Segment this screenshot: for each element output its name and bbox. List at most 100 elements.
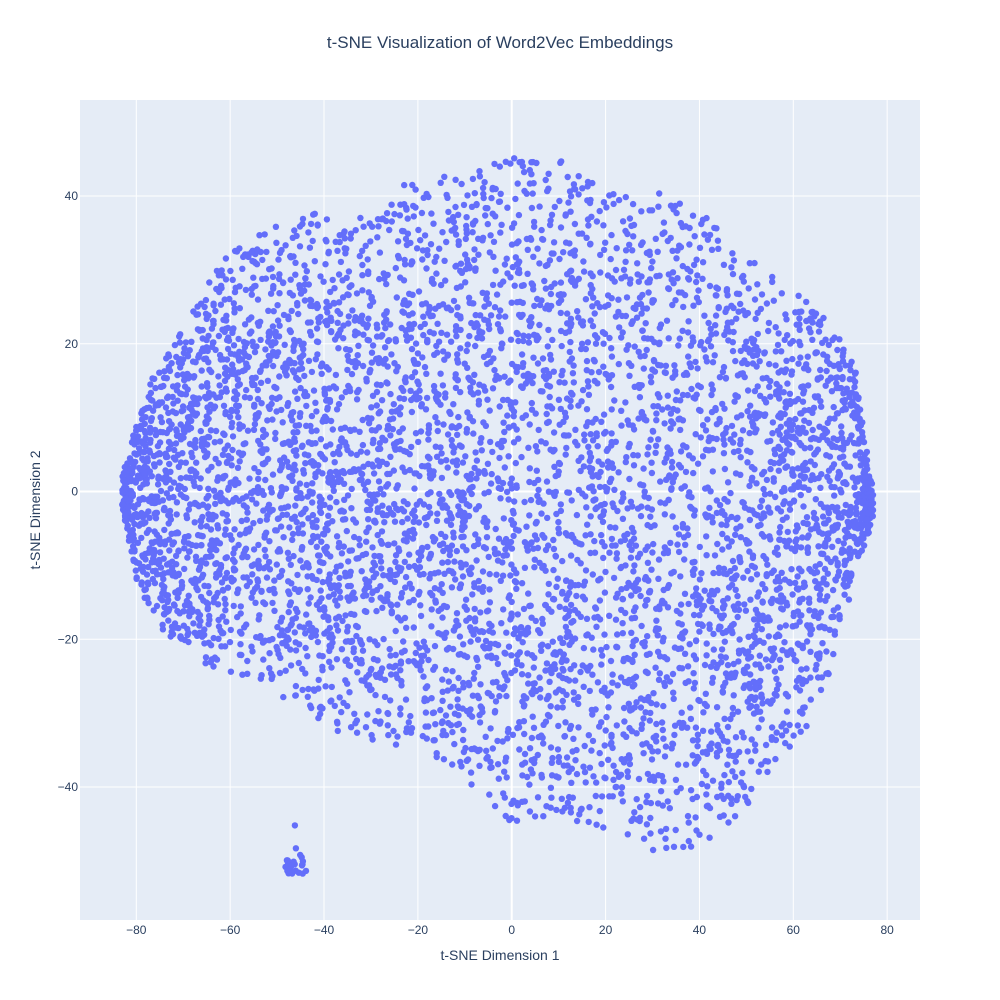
scatter-point — [299, 442, 306, 449]
scatter-point — [525, 590, 532, 597]
scatter-point — [330, 487, 337, 494]
scatter-point — [751, 640, 758, 647]
scatter-point — [507, 377, 514, 384]
scatter-point — [518, 580, 526, 587]
scatter-point — [452, 231, 460, 238]
scatter-point — [388, 608, 395, 615]
scatter-point — [731, 431, 738, 438]
scatter-point — [529, 713, 536, 720]
scatter-point — [388, 351, 395, 358]
scatter-point — [224, 345, 232, 353]
scatter-point — [636, 394, 644, 401]
scatter-point — [284, 634, 291, 641]
scatter-point — [145, 526, 152, 534]
scatter-point — [556, 379, 563, 386]
scatter-point — [570, 689, 577, 696]
scatter-point — [246, 330, 254, 337]
scatter-point — [397, 201, 404, 208]
scatter-point — [248, 562, 256, 569]
scatter-point — [362, 486, 369, 494]
scatter-point — [203, 395, 210, 402]
scatter-point — [789, 469, 796, 476]
scatter-point — [625, 443, 632, 451]
scatter-point — [375, 708, 382, 715]
scatter-point — [524, 650, 531, 657]
scatter-point — [256, 368, 264, 375]
scatter-point — [772, 348, 779, 355]
scatter-point — [673, 788, 680, 796]
scatter-point — [740, 574, 747, 581]
scatter-point — [567, 403, 574, 410]
scatter-point — [471, 190, 478, 197]
scatter-point — [563, 754, 571, 761]
scatter-point — [610, 574, 618, 582]
scatter-point — [480, 419, 487, 426]
scatter-point — [648, 506, 656, 513]
scatter-point — [331, 459, 338, 466]
scatter-point — [462, 453, 469, 460]
scatter-point — [455, 674, 462, 682]
scatter-point — [596, 749, 603, 757]
scatter-point — [618, 422, 625, 429]
scatter-point — [615, 296, 622, 303]
scatter-point — [492, 525, 499, 533]
scatter-point — [614, 631, 621, 638]
scatter-point — [479, 184, 487, 192]
scatter-point — [596, 483, 604, 491]
scatter-point — [688, 385, 695, 393]
scatter-point — [317, 587, 324, 594]
scatter-point — [836, 336, 843, 343]
scatter-point — [648, 756, 656, 763]
scatter-point — [250, 426, 258, 433]
scatter-point — [604, 458, 612, 465]
scatter-point — [656, 324, 663, 332]
scatter-point — [721, 715, 728, 722]
scatter-point — [589, 473, 596, 480]
scatter-point — [255, 616, 262, 623]
scatter-point — [626, 372, 633, 379]
scatter-point — [600, 508, 608, 515]
scatter-point — [526, 512, 533, 519]
scatter-point — [394, 238, 402, 245]
scatter-point — [731, 564, 738, 572]
scatter-point — [391, 210, 398, 218]
scatter-point — [706, 597, 713, 604]
scatter-point — [672, 776, 680, 783]
scatter-point — [505, 453, 512, 460]
scatter-point — [231, 351, 238, 358]
scatter-point — [751, 387, 759, 395]
scatter-point — [602, 727, 609, 734]
scatter-point — [257, 379, 265, 386]
scatter-point — [572, 677, 579, 684]
scatter-point — [503, 488, 511, 496]
scatter-point — [228, 536, 235, 543]
scatter-point — [575, 314, 582, 321]
scatter-point — [742, 607, 750, 614]
scatter-point — [433, 270, 440, 277]
scatter-point — [579, 322, 587, 329]
scatter-point — [797, 354, 804, 361]
scatter-point — [753, 480, 760, 487]
scatter-point — [498, 443, 505, 451]
scatter-point — [740, 734, 747, 741]
scatter-point — [205, 332, 212, 340]
scatter-point — [455, 238, 462, 245]
scatter-point — [634, 576, 642, 583]
scatter-point — [590, 773, 597, 780]
scatter-point — [586, 241, 594, 248]
scatter-point — [817, 321, 824, 329]
scatter-point — [754, 330, 761, 338]
scatter-point — [496, 163, 503, 170]
scatter-point — [670, 474, 678, 482]
scatter-point — [269, 362, 277, 370]
scatter-point — [475, 251, 482, 258]
scatter-point — [739, 769, 746, 777]
scatter-point — [386, 226, 393, 234]
scatter-point — [499, 396, 507, 404]
scatter-point — [409, 310, 416, 317]
scatter-point — [806, 607, 813, 614]
scatter-point — [291, 341, 298, 348]
scatter-point — [175, 463, 182, 470]
scatter-point — [334, 720, 341, 727]
scatter-point — [734, 613, 741, 621]
